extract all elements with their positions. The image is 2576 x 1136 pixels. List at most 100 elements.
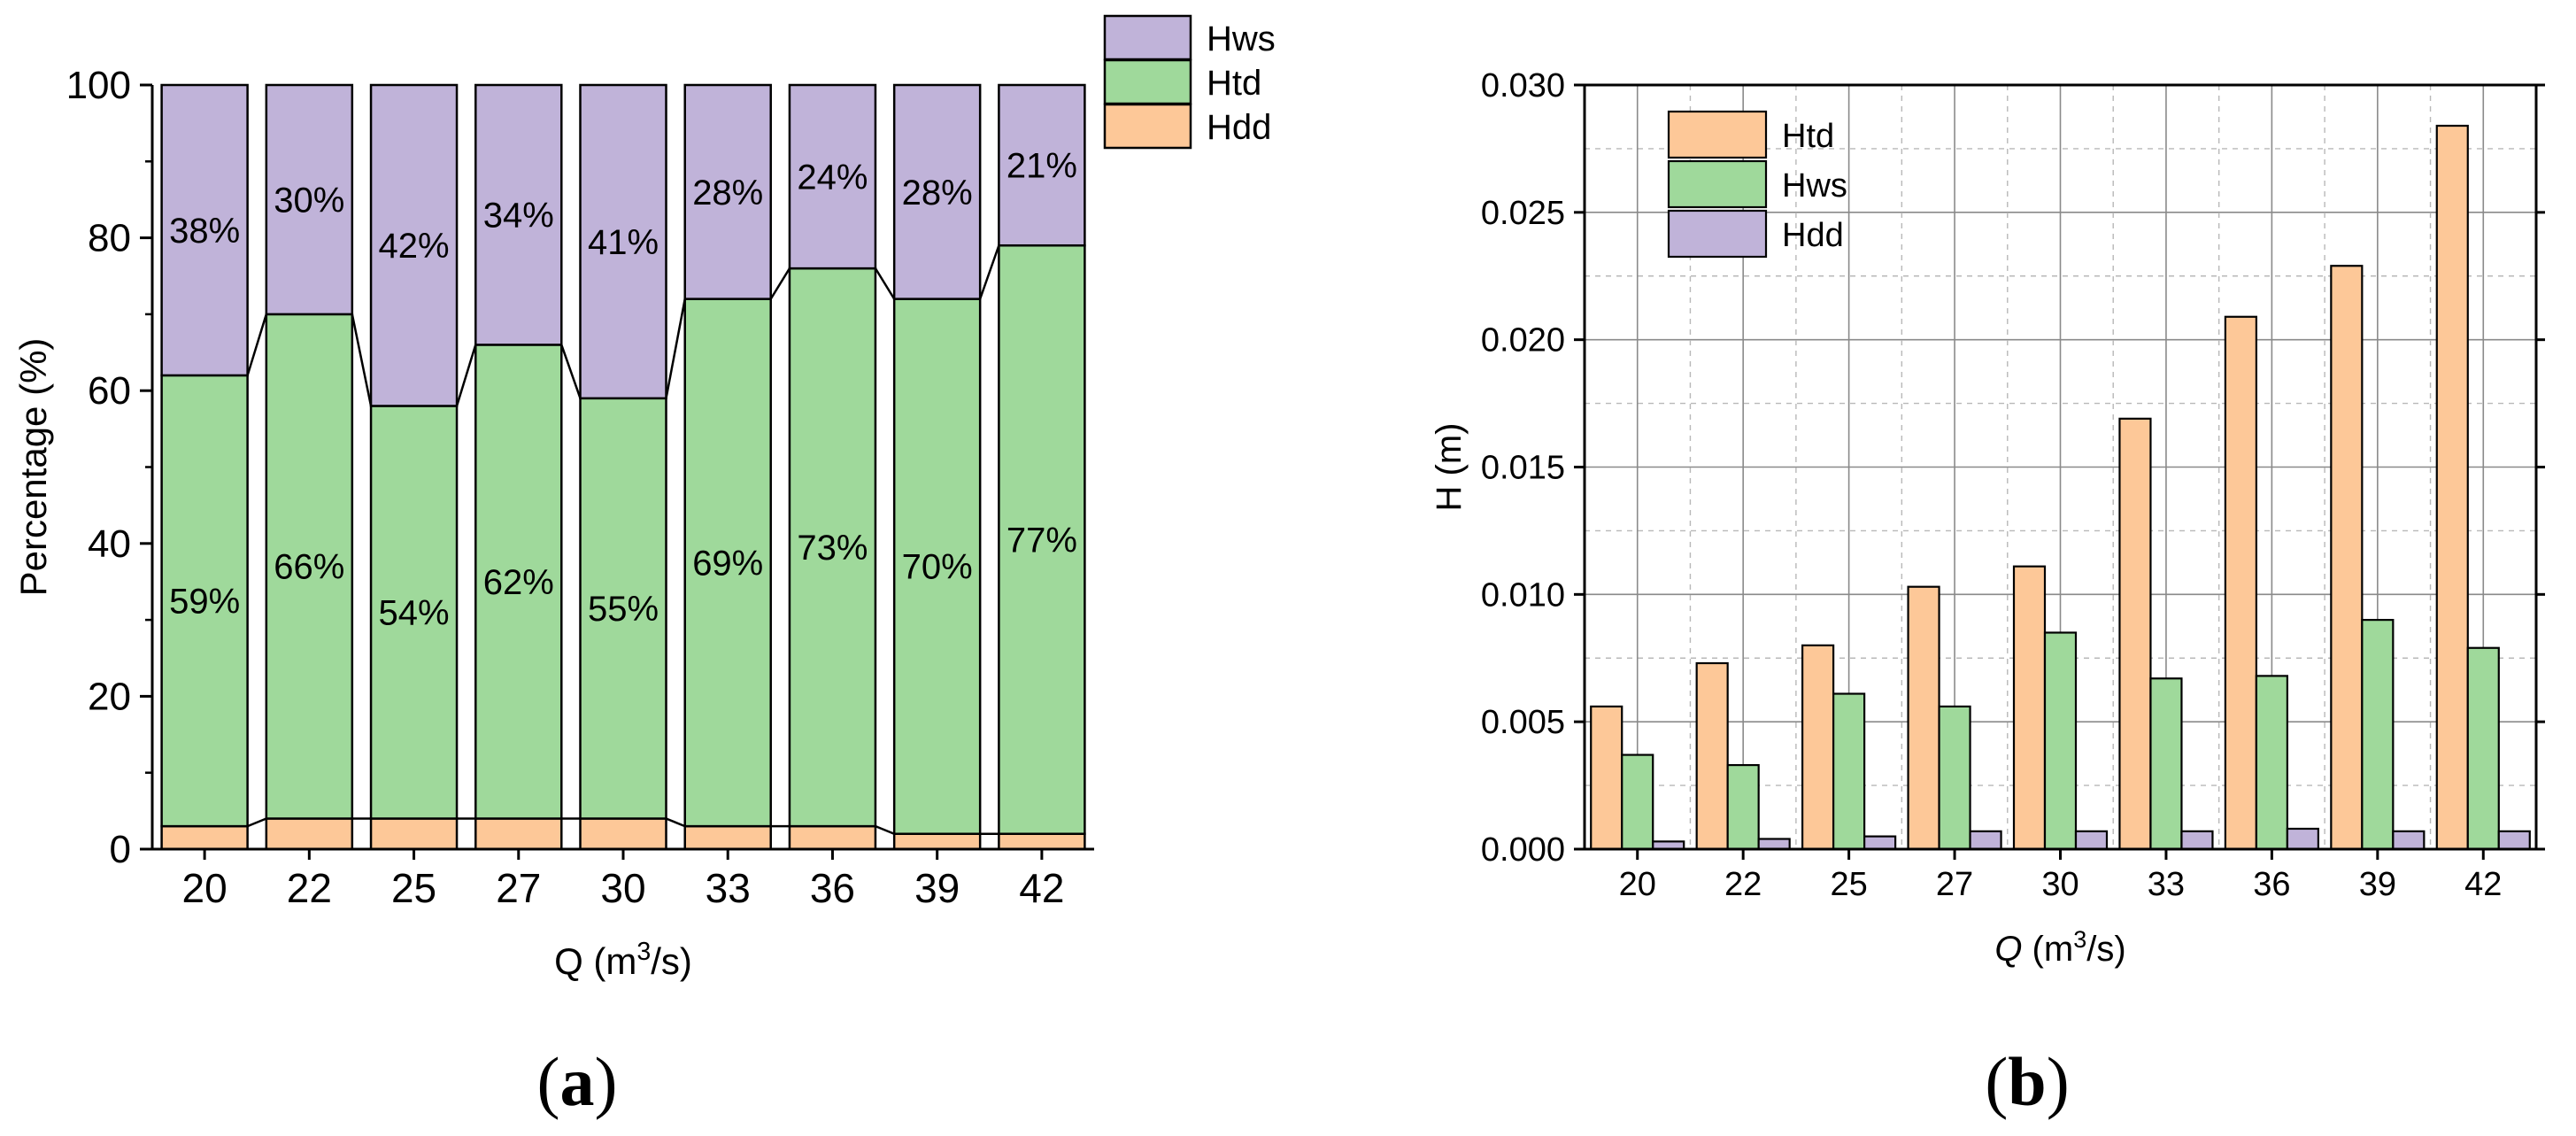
bar-a-hdd-39 (892, 832, 982, 851)
xtick-b-25: 25 (1830, 866, 1867, 903)
xtick-a-33: 33 (706, 865, 751, 911)
label-a-hws-33: 28% (692, 174, 763, 213)
ytick-b-0.020: 0.020 (1481, 322, 1565, 359)
legend-b-swatch-htd (1667, 110, 1768, 159)
ytick-a-20: 20 (88, 675, 131, 718)
bar-b-hws-36 (2255, 675, 2288, 851)
ytick-a-100: 100 (66, 64, 131, 107)
connector-a-hdd-36 (875, 824, 895, 835)
label-a-hws-36: 24% (797, 158, 868, 197)
legend-b-label-hdd: Hdd (1782, 217, 1844, 254)
label-a-htd-33: 69% (692, 544, 763, 583)
bar-b-hdd-42 (2497, 830, 2531, 851)
label-a-hws-22: 30% (274, 181, 344, 220)
xtick-a-42: 42 (1019, 865, 1064, 911)
xtick-b-36: 36 (2253, 866, 2290, 903)
legend-a-label-htd: Htd (1207, 64, 1261, 103)
bar-b-htd-33 (2118, 417, 2152, 851)
label-a-htd-42: 77% (1006, 521, 1077, 560)
bar-b-hws-22 (1726, 763, 1760, 851)
label-a-htd-36: 73% (797, 529, 868, 568)
bar-b-hws-42 (2466, 646, 2500, 851)
ytick-a-80: 80 (88, 217, 131, 260)
label-a-htd-39: 70% (902, 548, 973, 587)
bar-b-hdd-30 (2074, 830, 2109, 851)
bar-a-hws-25 (369, 83, 459, 407)
label-a-htd-30: 55% (588, 590, 659, 629)
xtick-a-30: 30 (600, 865, 645, 911)
connector-a-htd-33 (769, 267, 791, 300)
connector-a-htd-20 (246, 313, 268, 376)
bar-a-htd-36 (788, 267, 877, 828)
xtick-a-36: 36 (810, 865, 855, 911)
bar-b-hdd-25 (1863, 835, 1897, 851)
bar-a-hws-36 (788, 83, 877, 270)
bar-b-hws-33 (2149, 677, 2183, 851)
legend-a-swatch-htd (1103, 58, 1192, 105)
legend-a-label-hws: Hws (1207, 19, 1276, 58)
ytick-b-0.005: 0.005 (1481, 704, 1565, 741)
xtick-b-20: 20 (1619, 866, 1656, 903)
xtick-b-33: 33 (2148, 866, 2185, 903)
label-a-hws-25: 42% (379, 227, 450, 266)
connector-a-htd-25 (455, 344, 477, 406)
panel-a: 59% 38% 66% 30% 54% 42% 62% 34% 55% 41% 69% 28% 73% 2… (12, 14, 1276, 982)
panel-b-label: (b) (1985, 1043, 2069, 1120)
bar-a-htd-25 (369, 405, 459, 820)
bar-b-hdd-22 (1757, 838, 1791, 851)
bar-b-htd-27 (1907, 585, 1940, 851)
bar-b-htd-42 (2435, 124, 2469, 851)
ytick-a-60: 60 (88, 369, 131, 413)
bar-a-hdd-27 (474, 817, 563, 851)
bar-a-htd-30 (579, 397, 667, 820)
bar-a-hws-22 (265, 83, 354, 316)
legend-b-label-hws: Hws (1782, 167, 1847, 205)
connector-a-hdd-30 (666, 817, 686, 828)
connector-a-htd-22 (351, 313, 373, 406)
bar-b-hws-25 (1832, 692, 1866, 851)
legend-a-swatch-hws (1103, 14, 1192, 61)
bar-b-htd-36 (2224, 315, 2257, 851)
bar-a-hws-33 (683, 83, 772, 300)
connector-a-htd-36 (874, 267, 896, 300)
legend-b-swatch-hws (1667, 159, 1768, 209)
ytick-a-0: 0 (110, 828, 131, 871)
ytick-b-0.015: 0.015 (1481, 450, 1565, 487)
ylabel-a: Percentage (%) (12, 338, 54, 597)
xlabel-a: Q (m3/s) (554, 938, 692, 982)
bar-b-hdd-39 (2392, 830, 2426, 851)
xtick-b-27: 27 (1936, 866, 1973, 903)
label-a-htd-27: 62% (483, 563, 554, 602)
label-a-hws-20: 38% (169, 212, 240, 251)
label-a-hws-27: 34% (483, 197, 554, 236)
ytick-b-0.030: 0.030 (1481, 67, 1565, 104)
legend-a-label-hdd: Hdd (1207, 108, 1271, 147)
bar-a-hws-30 (579, 83, 667, 400)
label-a-htd-20: 59% (169, 583, 240, 622)
panel-a-label: (a) (537, 1043, 618, 1120)
connector-a-htd-27 (560, 344, 582, 399)
bar-a-hws-39 (892, 83, 982, 300)
bar-a-hdd-36 (788, 824, 877, 851)
legend-b-swatch-hdd (1667, 209, 1768, 259)
bar-a-hdd-22 (265, 817, 354, 851)
connector-a-hdd-20 (247, 817, 267, 828)
legend-b-label-htd: Htd (1782, 118, 1834, 155)
bar-b-hws-20 (1621, 753, 1654, 851)
xtick-a-20: 20 (182, 865, 228, 911)
bar-b-htd-20 (1590, 705, 1623, 851)
bar-b-htd-22 (1695, 661, 1729, 851)
bar-a-htd-42 (998, 243, 1086, 835)
ylabel-b: H (m) (1430, 423, 1469, 512)
xtick-a-25: 25 (391, 865, 436, 911)
bar-a-hdd-33 (683, 824, 772, 851)
bar-a-htd-33 (683, 298, 772, 828)
ytick-b-0.010: 0.010 (1481, 576, 1565, 614)
label-a-hws-42: 21% (1006, 147, 1077, 186)
xtick-a-22: 22 (287, 865, 332, 911)
xtick-b-39: 39 (2359, 866, 2396, 903)
bar-a-htd-27 (474, 344, 563, 820)
ytick-b-0.025: 0.025 (1481, 195, 1565, 232)
bar-a-hdd-42 (998, 832, 1086, 851)
